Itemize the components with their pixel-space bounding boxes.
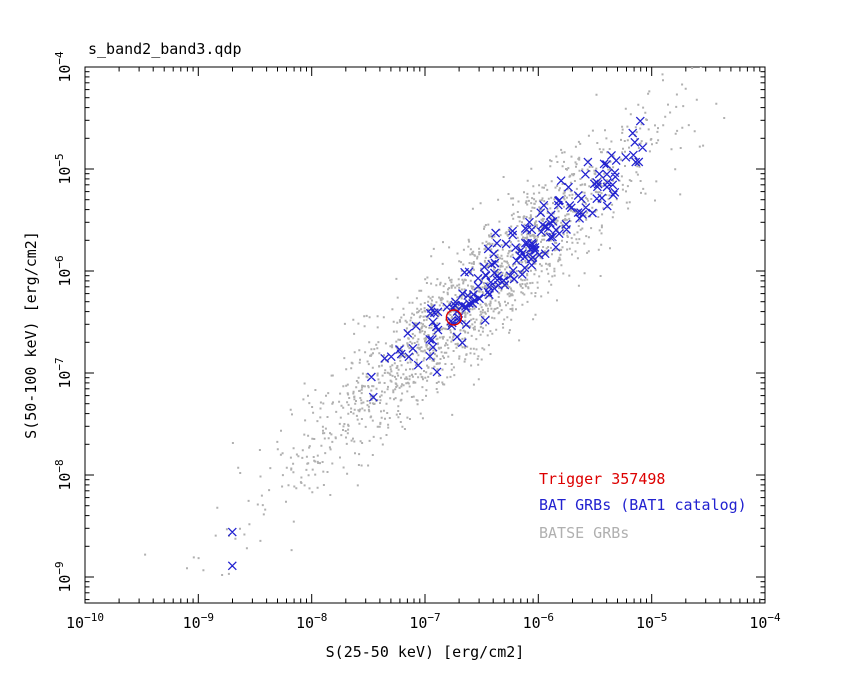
x-tick-label: 10−10 bbox=[66, 611, 104, 632]
data-points bbox=[144, 67, 726, 576]
legend-item-batse-grbs: BATSE GRBs bbox=[539, 524, 629, 542]
y-axis-label: S(50-100 keV) [erg/cm2] bbox=[22, 231, 40, 439]
y-tick-label: 10−9 bbox=[53, 561, 74, 592]
x-axis-label: S(25-50 keV) [erg/cm2] bbox=[326, 643, 525, 661]
legend-item-bat-grbs: BAT GRBs (BAT1 catalog) bbox=[539, 496, 747, 514]
x-tick-label: 10−5 bbox=[636, 611, 667, 632]
legend: Trigger 357498 BAT GRBs (BAT1 catalog) B… bbox=[539, 470, 747, 542]
axis-ticks bbox=[84, 66, 766, 603]
x-tick-label: 10−6 bbox=[523, 611, 554, 632]
y-tick-label: 10−5 bbox=[53, 153, 74, 184]
x-tick-label: 10−8 bbox=[296, 611, 327, 632]
y-tick-label: 10−8 bbox=[53, 459, 74, 490]
chart-title: s_band2_band3.qdp bbox=[88, 40, 242, 58]
scatter-series-bat-grbs-bat1-catalog- bbox=[227, 116, 648, 571]
y-tick-label: 10−7 bbox=[53, 357, 74, 388]
plot-area: 10−10 10−9 10−8 10−7 10−6 10−5 10−4 10−9 10−8 10−… bbox=[53, 51, 781, 632]
y-tick-label: 10−4 bbox=[53, 51, 74, 83]
x-tick-label: 10−9 bbox=[183, 611, 214, 632]
x-tick-label: 10−4 bbox=[749, 611, 781, 632]
legend-item-trigger: Trigger 357498 bbox=[539, 470, 665, 488]
x-tick-label: 10−7 bbox=[409, 611, 440, 632]
trigger-highlight-marker bbox=[445, 309, 463, 326]
y-tick-label: 10−6 bbox=[53, 255, 74, 286]
